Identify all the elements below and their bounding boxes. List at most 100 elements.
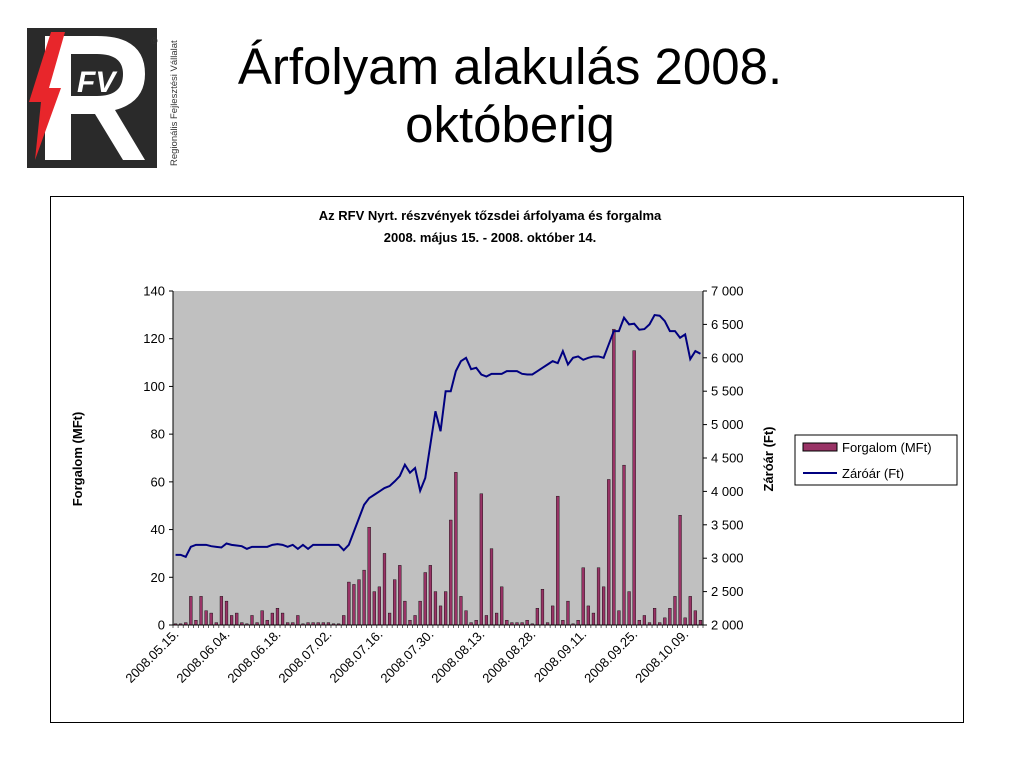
bar [454,472,458,626]
y-axis-left-label: Forgalom (MFt) [70,412,85,507]
bar [398,565,402,626]
x-tick-label: 2008.09.25. [581,627,640,686]
bar [535,608,539,626]
bar [622,464,626,626]
x-tick-label: 2008.06.18. [224,627,283,686]
y-right-tick-label: 2 000 [711,618,744,633]
y-right-tick-label: 4 000 [711,484,744,499]
y-left-tick-label: 60 [151,474,165,489]
bar [199,596,203,626]
chart-frame: Az RFV Nyrt. részvények tőzsdei árfolyam… [50,196,964,723]
bar [581,567,585,626]
x-tick-label: 2008.07.16. [326,627,385,686]
y-axis-right-label: Záróár (Ft) [761,427,776,492]
y-right-tick-label: 5 500 [711,384,744,399]
bar [382,553,387,626]
bar [464,610,468,626]
bar [347,581,351,626]
bar [627,591,631,626]
bar [637,620,641,626]
x-tick-label: 2008.09.11. [531,627,589,685]
bar [250,615,254,626]
bar [260,610,264,626]
legend-label-line: Záróár (Ft) [842,466,904,481]
logo-letters: FV [77,66,118,99]
bar [362,569,366,626]
bar [698,620,703,626]
x-tick-label: 2008.06.04. [173,627,232,686]
bar [219,596,224,626]
bar [484,615,489,626]
bar [393,579,397,626]
legend-label-bar: Forgalom (MFt) [842,440,932,455]
bar [265,620,269,626]
bar [444,591,448,626]
bar [607,479,611,626]
bar [525,620,529,626]
bar [275,608,280,626]
y-right-tick-label: 3 500 [711,517,744,532]
bar [449,519,453,626]
bar [683,617,687,626]
y-right-tick-label: 7 000 [711,284,744,299]
x-tick-label: 2008.08.28. [479,627,538,686]
y-left-tick-label: 100 [143,379,165,394]
chart-title-line1: Az RFV Nyrt. részvények tőzsdei árfolyam… [319,208,662,223]
slide-title-line2: októberig [405,96,615,153]
bar [551,605,555,626]
bar [408,620,412,626]
bar [403,600,407,626]
bar [663,617,667,626]
logo-tagline: Regionális Fejlesztési Vállalat [169,40,180,166]
y-left-tick-label: 120 [143,331,165,346]
bar [489,548,494,626]
y-right-tick-label: 4 500 [711,451,744,466]
x-tick-label: 2008.07.30. [377,627,436,686]
bar [367,526,371,626]
legend: Forgalom (MFt) Záróár (Ft) [794,434,958,486]
line-series [175,313,701,559]
chart-title-line2: 2008. május 15. - 2008. október 14. [384,230,596,245]
bar [372,591,376,626]
y-left-tick-label: 20 [151,570,165,585]
bar [194,620,198,626]
bar [459,596,463,626]
bar [479,493,483,626]
bar [413,615,417,626]
bar [586,605,590,626]
bar [235,612,239,626]
bar [428,565,432,626]
logo-r-counter [71,54,123,96]
bar [357,579,361,626]
y-right-tick-label: 6 500 [711,317,744,332]
bar [438,605,443,626]
y-left-tick-label: 40 [151,522,165,537]
x-tick-label: 2008.07.02. [275,627,334,686]
bar [280,612,285,626]
rfv-logo: FV ® Regionális Fejlesztési Vállalat [27,28,180,168]
y-left-tick-label: 0 [158,618,165,633]
bar [652,608,657,626]
slide-title-line1: Árfolyam alakulás 2008. [237,38,783,95]
bar [566,600,570,626]
bar [693,610,697,626]
y-right-tick-label: 3 000 [711,551,744,566]
bar [495,612,499,626]
y-left-tick-label: 140 [143,284,165,299]
bar [224,600,229,626]
bar [668,608,672,626]
bar [505,620,509,626]
y-right-tick-label: 6 000 [711,350,744,365]
legend-swatch-bar [802,442,838,452]
bar [688,596,692,626]
bar [418,600,422,626]
bar [561,620,565,626]
slide-title: Árfolyam alakulás 2008. októberig [200,38,820,154]
bar [423,572,427,626]
x-tick-label: 2008.05.15. [122,627,181,686]
bar [500,586,504,626]
bar [591,612,596,626]
bar [596,567,601,626]
bar [642,615,646,626]
bar [632,350,636,626]
